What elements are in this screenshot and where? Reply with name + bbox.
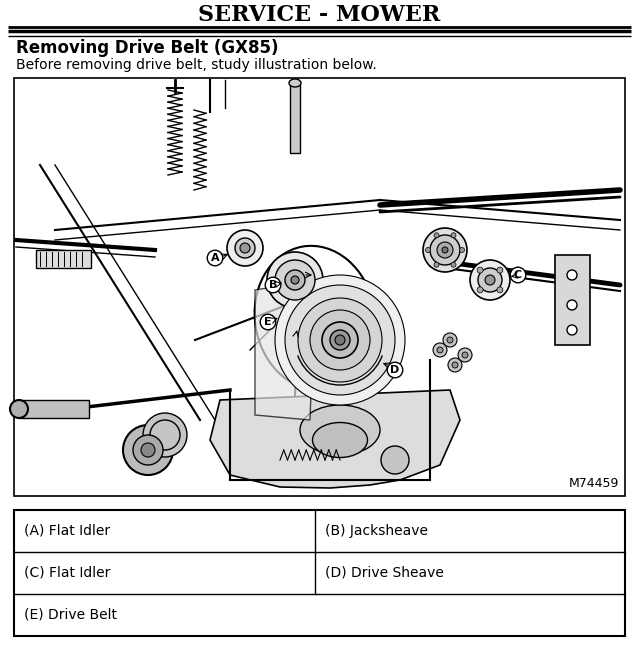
Circle shape [437,347,443,353]
Text: D: D [390,365,399,375]
Text: A: A [211,253,219,263]
Circle shape [477,267,483,273]
Circle shape [285,285,395,395]
Circle shape [141,443,155,457]
Circle shape [442,247,448,253]
Text: B: B [269,280,277,290]
Circle shape [275,275,405,405]
Circle shape [150,420,180,450]
Circle shape [447,337,453,343]
Circle shape [426,247,431,252]
Bar [555,255,590,345]
Text: Before removing drive belt, study illustration below.: Before removing drive belt, study illust… [16,58,377,72]
Circle shape [477,287,483,293]
Ellipse shape [312,422,367,458]
Circle shape [459,247,465,252]
Circle shape [123,425,173,475]
Ellipse shape [10,400,28,418]
Circle shape [285,270,305,290]
Text: E: E [264,317,272,327]
Circle shape [470,260,510,300]
Ellipse shape [300,405,380,455]
Circle shape [235,238,255,258]
Circle shape [434,233,439,238]
Text: (C) Flat Idler: (C) Flat Idler [24,566,111,580]
Circle shape [497,287,503,293]
Text: (D) Drive Sheave: (D) Drive Sheave [325,566,444,580]
Bar [290,83,300,153]
Text: SERVICE - MOWER: SERVICE - MOWER [198,4,441,26]
Polygon shape [210,390,460,488]
Polygon shape [255,280,315,420]
Circle shape [478,268,502,292]
Circle shape [240,243,250,253]
Circle shape [430,235,460,265]
Circle shape [298,298,382,382]
Circle shape [227,230,263,266]
Bar [36,250,91,268]
Circle shape [448,358,462,372]
Circle shape [433,343,447,357]
Circle shape [310,310,370,370]
Text: M74459: M74459 [569,477,619,490]
Circle shape [330,330,350,350]
Bar [19,400,89,418]
Circle shape [322,322,358,358]
Text: Removing Drive Belt (GX85): Removing Drive Belt (GX85) [16,39,279,57]
Bar [14,510,625,636]
Circle shape [437,242,453,258]
Circle shape [485,275,495,285]
Circle shape [451,233,456,238]
Circle shape [567,325,577,335]
Circle shape [335,335,345,345]
Circle shape [381,446,409,474]
Circle shape [267,252,323,308]
Text: (B) Jacksheave: (B) Jacksheave [325,524,428,538]
Circle shape [567,270,577,280]
Circle shape [291,276,299,284]
Bar [14,78,625,496]
Circle shape [451,262,456,267]
Text: (A) Flat Idler: (A) Flat Idler [24,524,110,538]
Circle shape [458,348,472,362]
Circle shape [443,333,457,347]
Circle shape [567,300,577,310]
Circle shape [423,228,467,272]
Circle shape [133,435,163,465]
Text: C: C [514,270,522,280]
Circle shape [452,362,458,368]
Text: (E) Drive Belt: (E) Drive Belt [24,608,117,622]
Circle shape [275,260,315,300]
Ellipse shape [289,79,301,87]
Circle shape [497,267,503,273]
Circle shape [434,262,439,267]
Circle shape [462,352,468,358]
Circle shape [143,413,187,457]
